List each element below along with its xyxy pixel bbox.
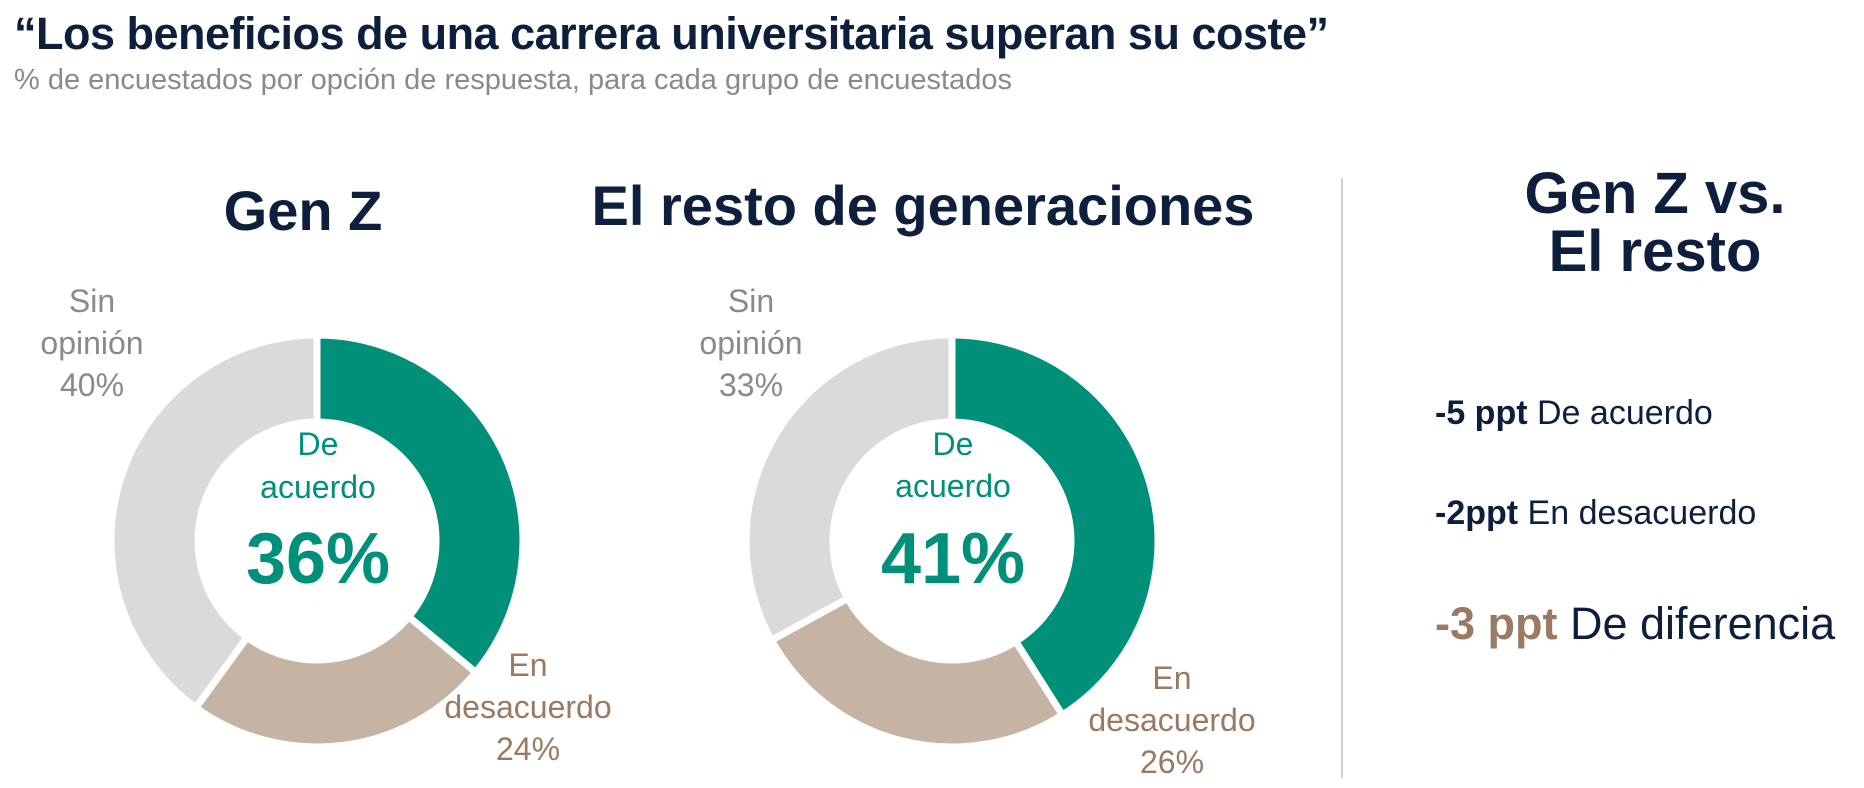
comparison-row-disagree: -2ppt En desacuerdo <box>1435 494 1756 533</box>
slice-no-opinion-rest <box>742 331 956 645</box>
label-agree-line1-gen-z: De <box>298 426 339 462</box>
comparison-row-agree: -5 ppt De acuerdo <box>1435 394 1713 433</box>
label-agree-value-rest: 41% <box>881 519 1025 599</box>
label-no-opinion-line1-gen-z: Sin <box>69 283 115 319</box>
comparison-value-agree: -5 ppt <box>1435 394 1528 432</box>
slice-disagree-gen-z <box>191 611 481 751</box>
label-no-opinion-value-gen-z: 40% <box>60 367 124 403</box>
label-agree-value-gen-z: 36% <box>246 519 390 599</box>
label-no-opinion-value-rest: 33% <box>719 367 783 403</box>
chart-subtitle: % de encuestados por opción de respuesta… <box>14 64 1012 96</box>
donut-slices-rest <box>742 331 1162 751</box>
comparison-row-difference: -3 ppt De diferencia <box>1435 598 1835 650</box>
comparison-label-disagree: En desacuerdo <box>1527 494 1757 532</box>
donut-slices-gen-z <box>107 331 527 751</box>
donut-title-rest: El resto de generaciones <box>592 174 1255 237</box>
donut-rest: El resto de generaciones De acuerdo 41% … <box>592 174 1256 780</box>
comparison-title-line1: Gen Z vs. <box>1524 161 1786 226</box>
label-disagree-value-gen-z: 24% <box>496 731 560 767</box>
label-disagree-line1-gen-z: En <box>508 647 547 683</box>
label-disagree-line2-gen-z: desacuerdo <box>444 689 611 725</box>
slice-agree-rest <box>948 331 1162 720</box>
slice-disagree-rest <box>766 593 1068 751</box>
comparison-title: Gen Z vs. El resto <box>1400 165 1864 281</box>
donut-title-gen-z: Gen Z <box>224 179 383 242</box>
label-disagree-value-rest: 26% <box>1140 744 1204 780</box>
label-agree-line2-rest: acuerdo <box>895 468 1011 504</box>
label-no-opinion-line1-rest: Sin <box>728 283 774 319</box>
comparison-label-difference: De diferencia <box>1570 598 1836 649</box>
label-no-opinion-line2-gen-z: opinión <box>40 325 143 361</box>
slice-no-opinion-gen-z <box>107 331 321 713</box>
donut-gen-z: Gen Z De acuerdo 36% En desacuerdo 24% S… <box>40 179 611 767</box>
comparison-label-agree: De acuerdo <box>1537 394 1713 432</box>
comparison-title-line2: El resto <box>1548 219 1762 284</box>
slice-agree-gen-z <box>313 331 527 678</box>
vertical-divider <box>1341 178 1343 778</box>
comparison-value-disagree: -2ppt <box>1435 494 1519 532</box>
chart-title: “Los beneficios de una carrera universit… <box>14 8 1329 59</box>
comparison-value-difference: -3 ppt <box>1435 598 1558 649</box>
label-disagree-line1-rest: En <box>1152 660 1191 696</box>
label-agree-line1-rest: De <box>933 426 974 462</box>
label-agree-line2-gen-z: acuerdo <box>260 469 376 505</box>
label-disagree-line2-rest: desacuerdo <box>1088 702 1255 738</box>
label-no-opinion-line2-rest: opinión <box>699 325 802 361</box>
